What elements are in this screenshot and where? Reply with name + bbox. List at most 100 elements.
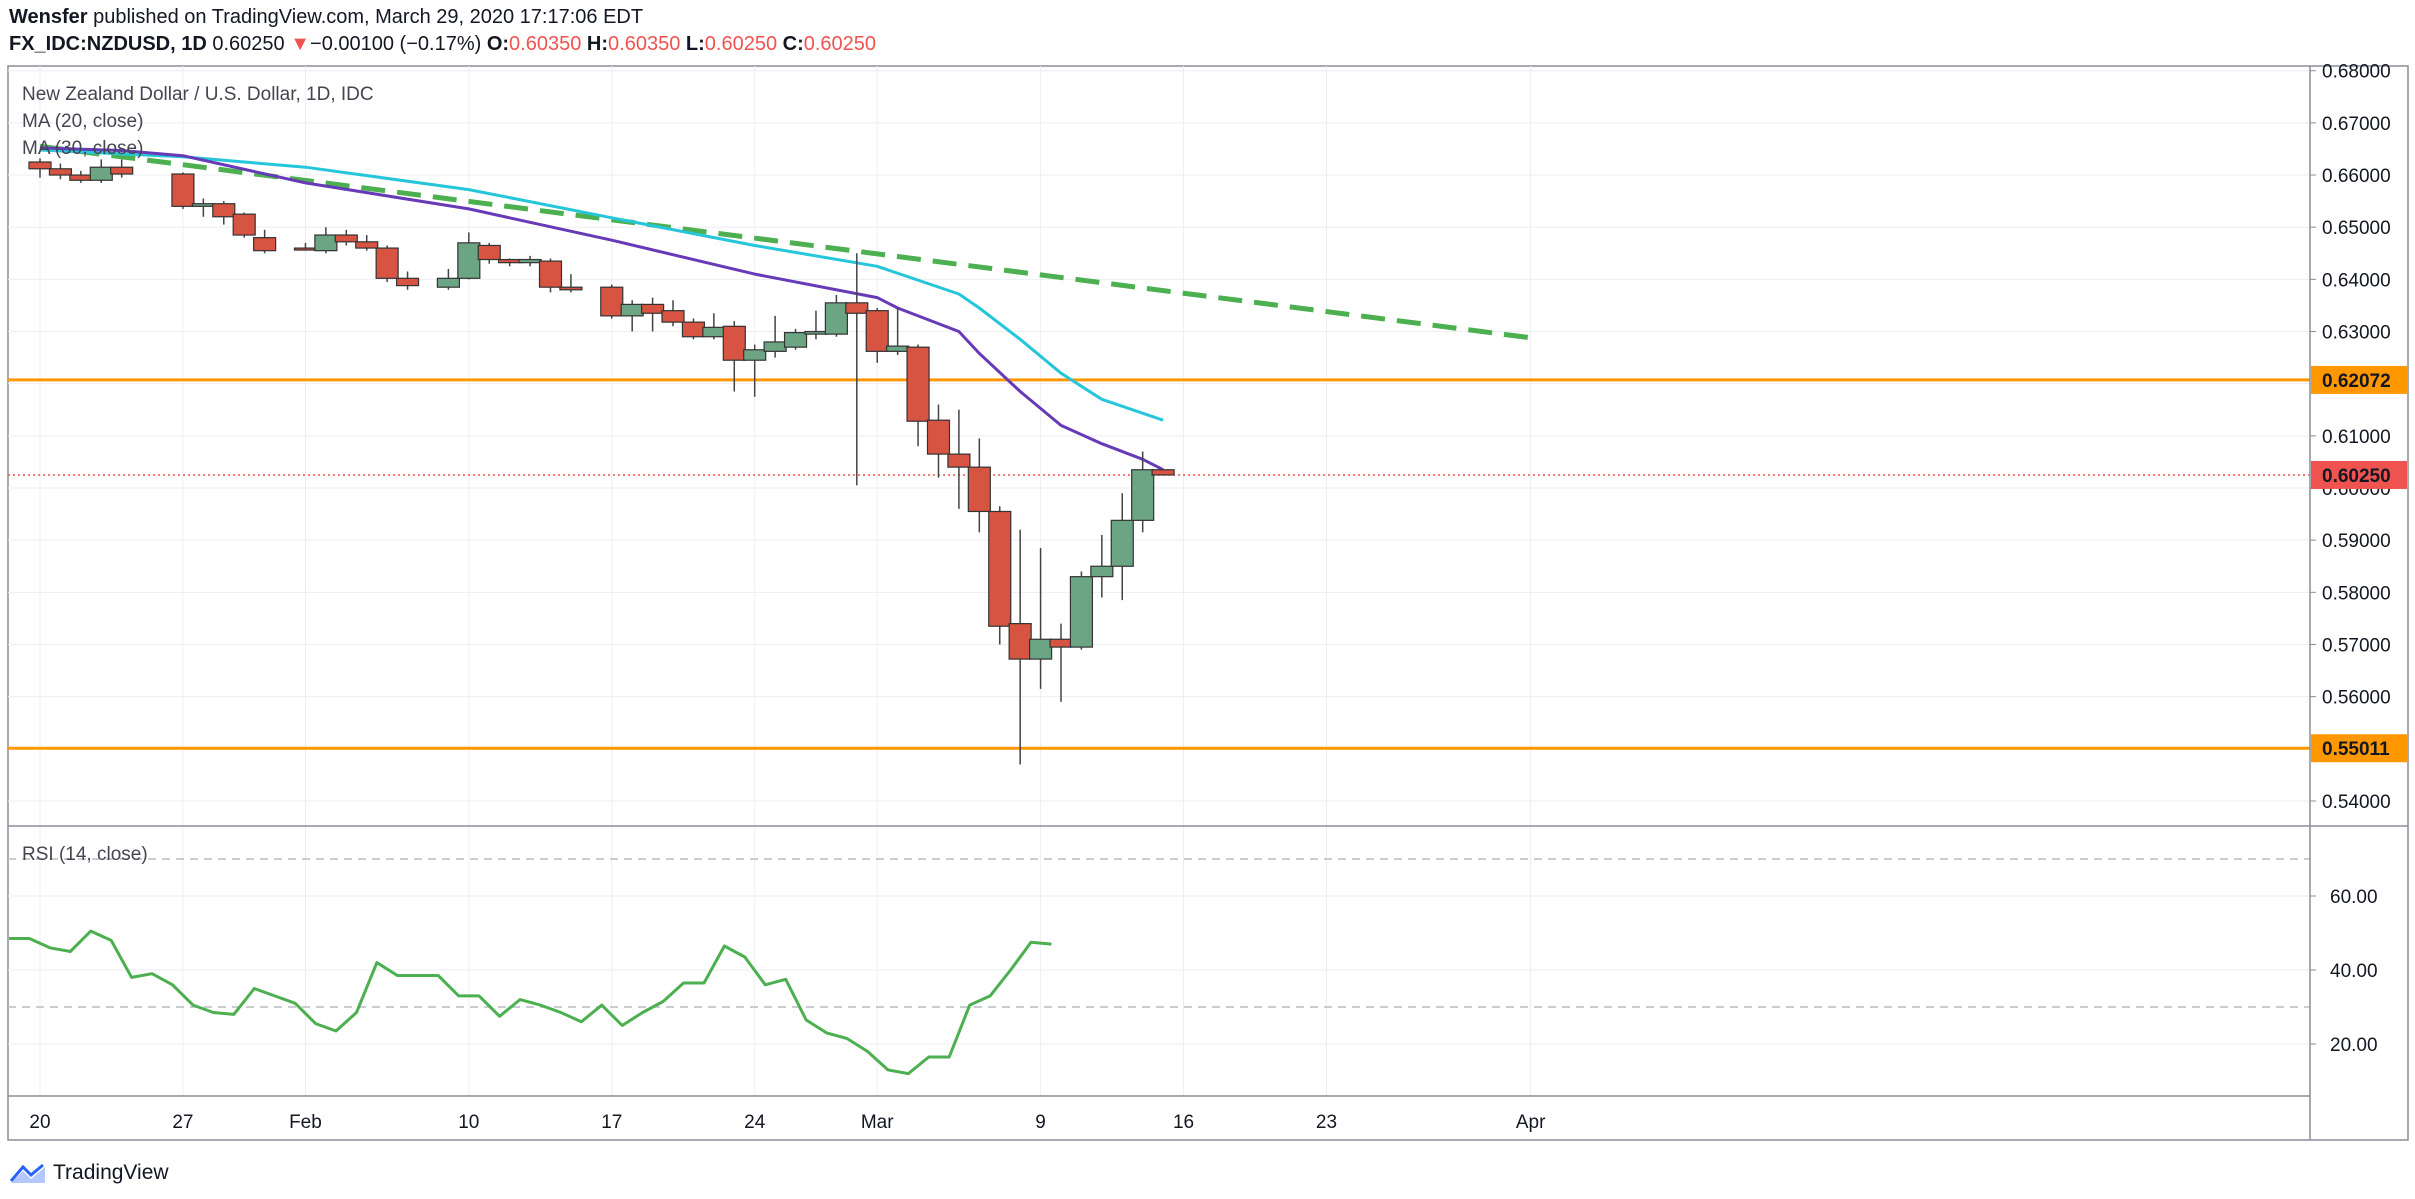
candle: [865, 308, 889, 363]
high-label: H:: [586, 33, 609, 55]
time-tick-label: 9: [1035, 1112, 1046, 1133]
time-tick-label: Apr: [1516, 1112, 1546, 1133]
candle-body: [1008, 623, 1032, 660]
candle-body: [722, 325, 746, 361]
candle-body: [947, 453, 971, 468]
moving-average-layer: [39, 143, 1531, 472]
time-tick-label: 24: [744, 1112, 766, 1133]
tradingview-logo-icon: [9, 1163, 45, 1183]
candle: [783, 328, 808, 350]
candle-body: [702, 326, 726, 338]
symbol-line: FX_IDC:NZDUSD, 1D 0.60250 ▼−0.00100 (−0.…: [9, 33, 876, 56]
candle-body: [783, 331, 808, 348]
price-tick-label: 0.66000: [2322, 166, 2391, 187]
chart-header: Wensfer published on TradingView.com, Ma…: [0, 0, 2415, 64]
grid-layer: [8, 66, 2310, 1096]
candle-body: [171, 173, 195, 207]
candle: [1049, 623, 1073, 702]
candle-body: [1090, 565, 1114, 578]
candle: [967, 438, 991, 533]
rsi-layer: [8, 858, 2310, 1076]
down-arrow-icon: ▼: [290, 33, 311, 55]
candle: [906, 344, 930, 447]
time-tick-label: Mar: [861, 1112, 894, 1133]
candle: [477, 242, 501, 264]
price-tick-label: 0.65000: [2322, 218, 2391, 239]
candle: [69, 170, 93, 183]
ma20-line: [39, 146, 1164, 472]
candle: [48, 163, 73, 180]
candle: [1028, 547, 1053, 689]
candle-body: [661, 310, 685, 323]
candle: [436, 268, 460, 290]
candle: [89, 159, 113, 183]
candle-body: [743, 349, 767, 361]
last-price-badge: [2311, 460, 2407, 489]
candle: [743, 344, 767, 397]
candle-body: [1049, 638, 1073, 648]
candle-body: [1151, 469, 1175, 476]
author-name[interactable]: Wensfer: [9, 6, 88, 28]
candle: [293, 242, 318, 251]
candle-body: [967, 466, 991, 513]
symbol-label[interactable]: FX_IDC:NZDUSD, 1D: [9, 33, 207, 55]
candle-body: [191, 203, 215, 207]
candle-body: [293, 247, 318, 251]
candle-body: [232, 213, 256, 236]
candle-body: [212, 203, 236, 218]
candle: [845, 253, 869, 486]
candle: [334, 229, 358, 246]
candle: [1131, 451, 1155, 533]
candle-body: [681, 321, 706, 338]
candle: [661, 300, 685, 327]
price-tick-label: 0.68000: [2322, 62, 2391, 83]
candle: [538, 258, 563, 293]
candle: [518, 255, 542, 267]
high-value: 0.60350: [608, 33, 681, 55]
candle: [722, 321, 746, 392]
candle: [763, 315, 787, 358]
chart-title: New Zealand Dollar / U.S. Dollar, 1D, ID…: [22, 84, 374, 105]
candle-body: [620, 303, 644, 317]
candle: [253, 229, 277, 254]
candle: [947, 409, 971, 509]
candle: [232, 212, 256, 238]
price-tick-label: 0.63000: [2322, 323, 2391, 344]
candle: [988, 506, 1012, 645]
publish-line: Wensfer published on TradingView.com, Ma…: [9, 6, 643, 29]
candle-body: [845, 302, 869, 314]
published-text: published on TradingView.com, March 29, …: [93, 6, 644, 28]
open-value: 0.60350: [509, 33, 582, 55]
price-tick-label: 0.58000: [2322, 583, 2391, 604]
axis-layer[interactable]: 2027Feb101724Mar91623Apr0.540000.550000.…: [29, 62, 2407, 1133]
candle: [1008, 529, 1032, 765]
candle-body: [1028, 638, 1053, 660]
candle: [498, 258, 522, 267]
rsi-legend: RSI (14, close): [22, 844, 148, 865]
candle-body: [355, 241, 379, 249]
rsi-line: [9, 929, 1052, 1076]
last-price: 0.60250: [212, 33, 285, 55]
candle-body: [538, 260, 563, 288]
open-label: O:: [486, 33, 510, 55]
footer-brand[interactable]: TradingView: [9, 1155, 169, 1191]
level-price-label: 0.55011: [2322, 739, 2390, 760]
price-tick-label: 0.61000: [2322, 427, 2391, 448]
candle: [110, 159, 134, 178]
candle: [681, 318, 706, 340]
candle-body: [498, 258, 522, 264]
candle-body: [28, 161, 52, 170]
candle: [28, 158, 52, 178]
last-price-label: 0.60250: [2322, 466, 2391, 487]
candle-body: [804, 330, 828, 335]
ma30-line: [39, 148, 1164, 422]
candle-body: [48, 168, 73, 176]
candle: [1110, 493, 1134, 601]
candle: [702, 313, 726, 340]
low-value: 0.60250: [704, 33, 778, 55]
candle-body: [457, 242, 481, 279]
candle-body: [1110, 519, 1134, 567]
low-label: L:: [685, 33, 705, 55]
candle: [191, 198, 215, 217]
